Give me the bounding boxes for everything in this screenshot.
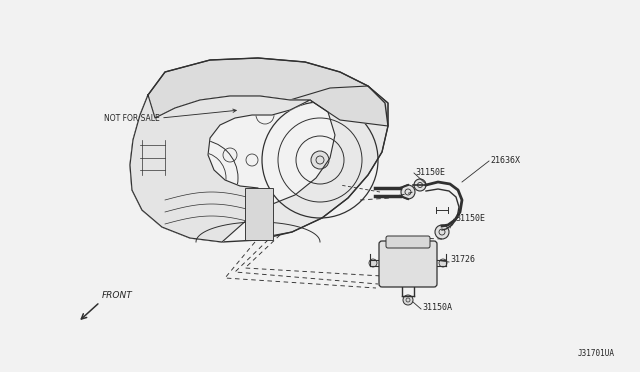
Circle shape [435, 225, 449, 239]
Text: 31150A: 31150A [422, 304, 452, 312]
Bar [245, 188, 273, 240]
Text: 31726: 31726 [450, 256, 475, 264]
Circle shape [392, 250, 424, 282]
Polygon shape [148, 58, 388, 126]
Polygon shape [130, 95, 310, 242]
Circle shape [399, 257, 417, 275]
Text: FRONT: FRONT [102, 291, 132, 300]
Text: J31701UA: J31701UA [578, 349, 615, 358]
Text: 21636X: 21636X [490, 155, 520, 164]
Text: 31150E: 31150E [455, 214, 485, 222]
Polygon shape [258, 86, 388, 240]
Circle shape [369, 259, 377, 267]
FancyBboxPatch shape [386, 236, 430, 248]
Circle shape [414, 179, 426, 191]
Circle shape [401, 185, 415, 199]
Circle shape [186, 164, 214, 192]
Circle shape [248, 197, 270, 219]
Circle shape [311, 151, 329, 169]
FancyBboxPatch shape [379, 241, 437, 287]
Text: NOT FOR SALE: NOT FOR SALE [104, 113, 160, 122]
Text: 31150E: 31150E [415, 167, 445, 176]
Circle shape [439, 259, 447, 267]
Circle shape [403, 295, 413, 305]
